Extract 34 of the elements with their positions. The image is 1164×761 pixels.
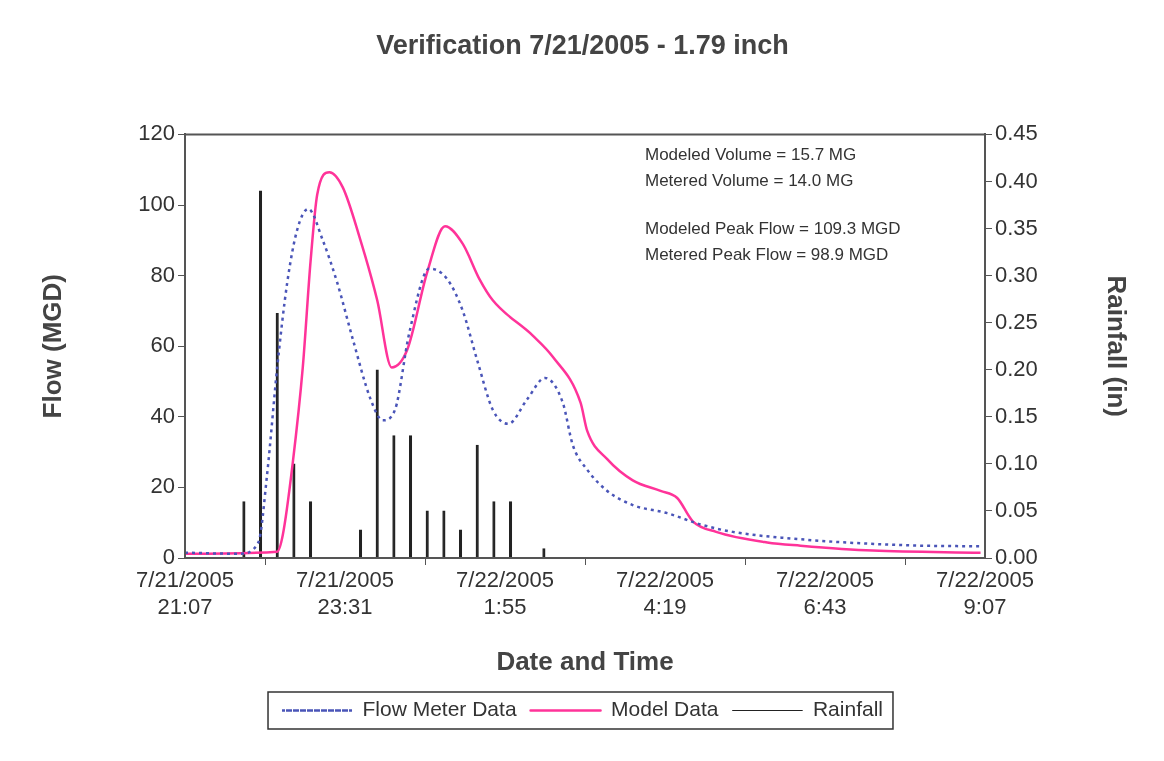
x-axis-title: Date and Time — [496, 645, 674, 676]
y2-tick-label: 0.15 — [995, 402, 1038, 428]
y-axis-title: Flow (MGD) — [36, 273, 67, 419]
y2-tick-label: 0.10 — [995, 449, 1038, 475]
y2-tick-label: 0.20 — [995, 355, 1038, 381]
legend-label: Model Data — [611, 697, 719, 721]
legend-label: Rainfall — [812, 697, 883, 721]
annotation: Modeled Peak Flow = 109.3 MGD — [645, 218, 901, 238]
y-tick-label: 20 — [150, 473, 175, 499]
y-tick-label: 40 — [150, 402, 175, 428]
y-tick-label: 100 — [138, 191, 175, 217]
x-tick-label: 7/22/2005 9:07 — [936, 567, 1034, 619]
y2-tick-label: 0.40 — [995, 167, 1038, 193]
y2-tick-label: 0.30 — [995, 261, 1038, 287]
chart-title: Verification 7/21/2005 - 1.79 inch — [376, 29, 789, 60]
annotation: Metered Volume = 14.0 MG — [645, 170, 854, 190]
y2-tick-label: 0.35 — [995, 214, 1038, 240]
y2-tick-label: 0.25 — [995, 308, 1038, 334]
y2-axis-title: Rainfall (in) — [1102, 275, 1133, 417]
y2-tick-label: 0.00 — [995, 544, 1038, 570]
x-tick-label: 7/21/2005 23:31 — [296, 567, 394, 619]
y2-tick-label: 0.05 — [995, 497, 1038, 522]
y-tick-label: 0 — [162, 544, 175, 570]
x-tick-label: 7/22/2005 4:19 — [616, 567, 714, 619]
y-tick-label: 120 — [138, 120, 175, 146]
x-tick-label: 7/21/2005 21:07 — [136, 567, 234, 619]
annotation: Modeled Volume = 15.7 MG — [645, 144, 857, 164]
x-tick-label: 7/22/2005 6:43 — [776, 567, 874, 619]
y-tick-label: 60 — [150, 332, 175, 358]
legend-label: Flow Meter Data — [362, 697, 517, 721]
x-tick-label: 7/22/2005 1:55 — [456, 567, 554, 619]
y2-tick-label: 0.45 — [995, 120, 1038, 146]
y-tick-label: 80 — [150, 261, 175, 287]
annotation: Metered Peak Flow = 98.9 MGD — [645, 244, 889, 264]
